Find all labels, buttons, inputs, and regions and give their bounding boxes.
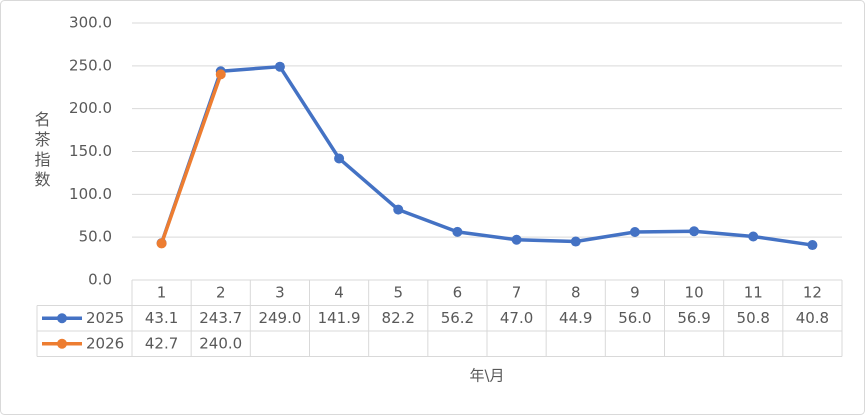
legend-key-marker <box>57 313 67 324</box>
table-value: 56.9 <box>677 309 710 327</box>
table-value: 47.0 <box>500 309 533 327</box>
table-value: 50.8 <box>737 309 770 327</box>
x-tick-label: 9 <box>630 283 640 301</box>
data-point <box>807 240 818 251</box>
table-value: 249.0 <box>258 309 301 327</box>
legend-label: 2025 <box>86 309 124 327</box>
data-point <box>511 234 522 245</box>
x-tick-label: 12 <box>803 283 822 301</box>
data-point <box>570 236 581 247</box>
x-tick-label: 7 <box>512 283 522 301</box>
table-value: 40.8 <box>796 309 829 327</box>
x-tick-label: 6 <box>453 283 463 301</box>
x-tick-label: 4 <box>334 283 344 301</box>
table-value: 141.9 <box>318 309 361 327</box>
x-tick-label: 2 <box>216 283 226 301</box>
y-tick-label: 200.0 <box>69 99 112 117</box>
x-axis-title: 年\月 <box>469 367 504 385</box>
y-axis-title-text: 名茶指数 <box>32 111 51 191</box>
table-value: 56.0 <box>618 309 651 327</box>
legend-label: 2026 <box>86 334 124 352</box>
data-point <box>629 227 640 238</box>
x-tick-label: 5 <box>393 283 403 301</box>
y-tick-label: 250.0 <box>69 56 112 74</box>
data-point <box>334 153 345 164</box>
series-line <box>159 64 813 247</box>
x-tick-label: 1 <box>157 283 167 301</box>
series-line <box>159 73 223 244</box>
table-value: 43.1 <box>145 309 178 327</box>
y-tick-label: 100.0 <box>69 185 112 203</box>
table-value: 44.9 <box>559 309 592 327</box>
data-point <box>393 204 404 215</box>
x-tick-label: 10 <box>685 283 704 301</box>
data-point <box>274 61 285 72</box>
table-value: 240.0 <box>199 334 242 352</box>
table-value: 56.2 <box>441 309 474 327</box>
data-point <box>689 226 700 237</box>
x-tick-label: 3 <box>275 283 285 301</box>
x-tick-label: 8 <box>571 283 581 301</box>
legend-key-marker <box>57 338 67 349</box>
data-point <box>215 69 226 80</box>
data-point <box>452 226 463 237</box>
table-value: 42.7 <box>145 334 178 352</box>
table-value: 243.7 <box>199 309 242 327</box>
y-tick-label: 0.0 <box>88 271 112 289</box>
y-tick-label: 50.0 <box>79 228 112 246</box>
y-axis-title: 名茶指数 <box>32 111 51 191</box>
table-value: 82.2 <box>382 309 415 327</box>
x-tick-label: 11 <box>744 283 763 301</box>
data-point <box>156 238 167 249</box>
y-tick-label: 300.0 <box>69 14 112 32</box>
data-point <box>748 231 759 242</box>
y-tick-label: 150.0 <box>69 142 112 160</box>
